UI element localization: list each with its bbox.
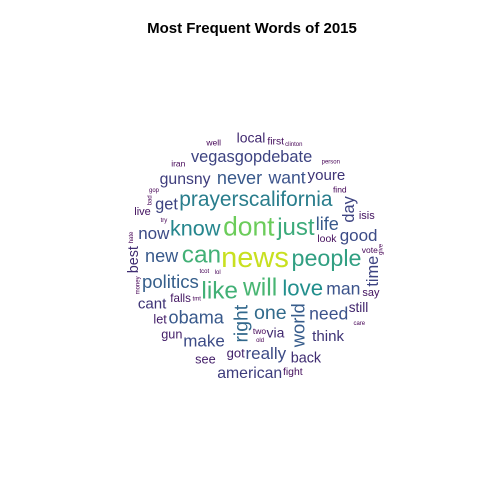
word-best: best [126, 246, 142, 273]
word-live: live [134, 206, 151, 218]
word-dont: dont [223, 212, 275, 242]
word-youre: youre [308, 167, 346, 184]
word-vegasgopdebate: vegasgopdebate [191, 148, 312, 166]
word-fight: fight [283, 367, 303, 378]
word-will: will [242, 275, 277, 302]
word-politics: politics [142, 271, 199, 292]
word-really: really [245, 344, 286, 363]
word-person: person [322, 159, 340, 165]
word-cant: cant [138, 295, 167, 312]
word-gun: gun [161, 328, 182, 342]
word-still: still [349, 300, 369, 315]
word-vote: vote [362, 245, 378, 255]
word-give: give [379, 243, 385, 255]
word-iran: iran [171, 159, 185, 169]
word-want: want [268, 168, 306, 188]
word-need: need [309, 304, 348, 324]
word-back: back [291, 351, 322, 367]
word-life: life [316, 214, 339, 234]
word-care: care [353, 321, 365, 327]
word-falls: falls [170, 292, 191, 305]
word-prayerscalifornia: prayerscalifornia [179, 188, 333, 211]
word-american: american [217, 365, 282, 382]
word-money: money [136, 276, 142, 294]
word-try: try [161, 218, 168, 224]
word-hate: hate [129, 231, 135, 243]
word-first: first [267, 136, 284, 147]
word-clinton: clinton [285, 142, 302, 148]
word-bad: bad [148, 195, 154, 205]
word-gunsny: gunsny [160, 171, 211, 188]
word-old: old [256, 338, 264, 344]
word-isis: isis [359, 210, 375, 222]
word-see: see [195, 352, 215, 366]
word-day: day [340, 195, 358, 222]
word-news: news [221, 242, 289, 274]
word-people: people [292, 245, 362, 271]
word-obama: obama [169, 307, 225, 327]
word-never: never [217, 168, 262, 188]
word-tcot: tcot [199, 269, 209, 275]
word-two: two [253, 326, 267, 336]
word-new: new [145, 246, 179, 266]
word-got: got [227, 345, 246, 360]
word-lol: lol [215, 270, 221, 276]
word-look: look [317, 234, 337, 245]
chart-title: Most Frequent Words of 2015 [147, 20, 357, 37]
word-local: local [237, 129, 266, 145]
word-right: right [231, 304, 253, 342]
word-say: say [362, 287, 380, 299]
word-think: think [312, 328, 344, 345]
word-let: let [153, 313, 167, 327]
word-know: know [170, 216, 221, 241]
word-like: like [201, 277, 238, 304]
word-gop: gop [149, 188, 160, 194]
word-just: just [276, 214, 315, 241]
word-via: via [267, 324, 285, 340]
word-get: get [155, 195, 178, 213]
word-man: man [326, 278, 360, 298]
word-find: find [333, 184, 347, 194]
word-world: world [287, 303, 308, 348]
word-well: well [205, 137, 221, 147]
word-tmt: tmt [193, 297, 202, 303]
word-now: now [138, 224, 170, 243]
word-love: love [282, 276, 323, 301]
word-can: can [182, 242, 221, 269]
word-make: make [183, 331, 225, 350]
word-time: time [364, 256, 382, 287]
word-one: one [254, 302, 287, 324]
word-good: good [340, 226, 378, 245]
